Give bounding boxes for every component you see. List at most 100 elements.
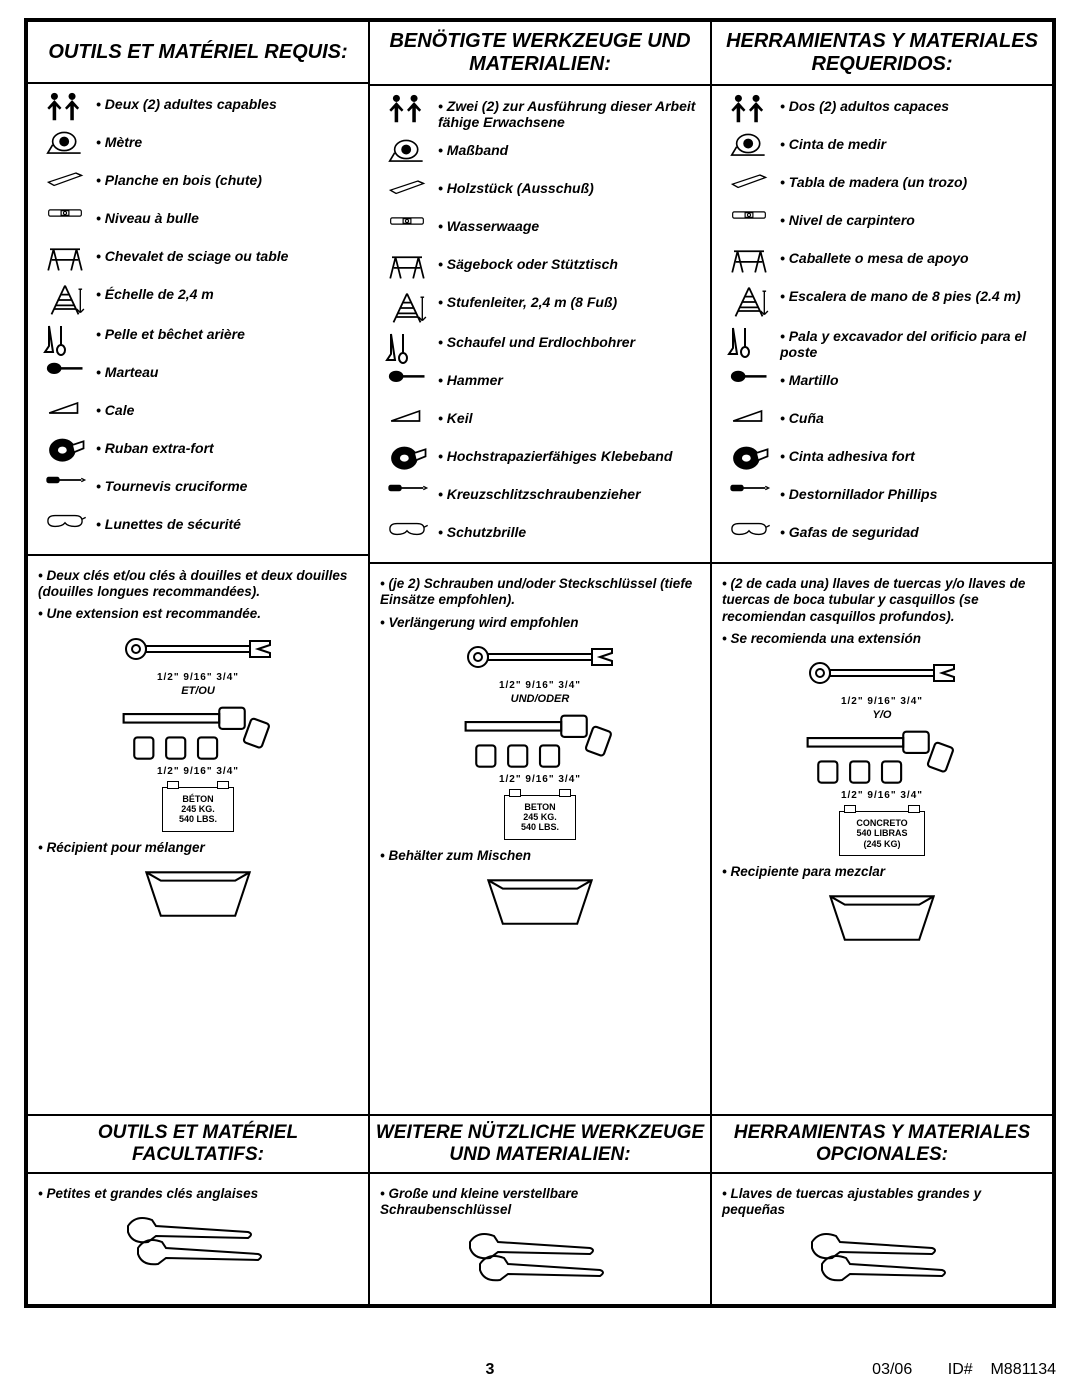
- tool-row: Sägebock oder Stütztisch: [378, 252, 702, 286]
- tool-row: Destornillador Phillips: [720, 482, 1044, 516]
- extra-note: Deux clés et/ou clés à douilles et deux …: [38, 568, 358, 600]
- tool-row: Escalera de mano de 8 pies (2.4 m): [720, 284, 1044, 320]
- optional-label: Petites et grandes clés anglaises: [38, 1186, 358, 1202]
- tool-icon: [36, 512, 94, 530]
- ico-level: [40, 206, 90, 220]
- ico-board: [382, 176, 432, 196]
- tool-label: Gafas de seguridad: [778, 520, 1044, 544]
- extra-note: Une extension est recommandée.: [38, 606, 358, 622]
- ico-ducttape: [724, 444, 774, 474]
- tool-icon: [720, 368, 778, 388]
- ico-screwdriver: [382, 482, 432, 494]
- column-0: OUTILS ET MATÉRIEL REQUIS:Deux (2) adult…: [28, 22, 368, 1304]
- tool-label: Cuña: [778, 406, 1044, 430]
- tool-label: Ruban extra-fort: [94, 436, 360, 460]
- ico-wrench: [113, 629, 283, 669]
- column-1: BENÖTIGTE WERKZEUGE UND MATERIALIEN:Zwei…: [368, 22, 710, 1304]
- footer-id-label: ID#: [948, 1361, 973, 1378]
- tool-row: Échelle de 2,4 m: [36, 282, 360, 318]
- ico-adjwrench: [797, 1224, 967, 1284]
- ico-hammer: [724, 368, 774, 388]
- tool-icon: [36, 282, 94, 318]
- tool-icon: [378, 290, 436, 326]
- ico-tape: [40, 130, 90, 158]
- tool-icon: [720, 482, 778, 494]
- ico-wedge: [382, 406, 432, 426]
- tool-row: Pelle et bêchet arière: [36, 322, 360, 356]
- ico-people: [40, 92, 90, 122]
- tool-row: Holzstück (Ausschuß): [378, 176, 702, 210]
- tool-icon: [36, 244, 94, 274]
- ico-sawhorse: [382, 252, 432, 282]
- tool-row: Keil: [378, 406, 702, 440]
- footer-date: 03/06: [872, 1361, 912, 1378]
- ico-tub: [133, 862, 263, 924]
- ico-goggles: [724, 520, 774, 538]
- ico-tape: [382, 138, 432, 166]
- tool-icon: [378, 252, 436, 282]
- mix-label: Récipient pour mélanger: [38, 840, 358, 856]
- page: OUTILS ET MATÉRIEL REQUIS:Deux (2) adult…: [0, 0, 1080, 1397]
- tool-icon: [36, 360, 94, 380]
- tool-label: Caballete o mesa de apoyo: [778, 246, 1044, 270]
- tool-label: Zwei (2) zur Ausführung dieser Arbeit fä…: [436, 94, 702, 134]
- concrete-bag: CONCRETO540 LIBRAS(245 KG): [839, 811, 924, 856]
- tool-label: Hochstrapazierfähiges Klebeband: [436, 444, 702, 468]
- wrench-sizes: 1/2" 9/16" 3/4": [720, 696, 1044, 707]
- tool-icon: [378, 520, 436, 538]
- optional-label: Große und kleine verstellbare Schraubens…: [380, 1186, 700, 1218]
- ico-people: [382, 94, 432, 124]
- tool-icon: [720, 94, 778, 124]
- conjunction: Y/O: [720, 709, 1044, 721]
- ico-adjwrench: [455, 1224, 625, 1284]
- ico-wrench: [797, 653, 967, 693]
- tool-icon: [378, 406, 436, 426]
- tool-icon: [36, 322, 94, 356]
- tool-label: Tournevis cruciforme: [94, 474, 360, 498]
- optional-label: Llaves de tuercas ajustables grandes y p…: [722, 1186, 1042, 1218]
- required-tools-section: Deux (2) adultes capablesMètrePlanche en…: [28, 84, 368, 556]
- tool-icon: [720, 208, 778, 222]
- tool-row: Nivel de carpintero: [720, 208, 1044, 242]
- tool-row: Zwei (2) zur Ausführung dieser Arbeit fä…: [378, 94, 702, 134]
- tool-label: Niveau à bulle: [94, 206, 360, 230]
- tool-label: Stufenleiter, 2,4 m (8 Fuß): [436, 290, 702, 314]
- ico-people: [724, 94, 774, 124]
- tool-label: Lunettes de sécurité: [94, 512, 360, 536]
- tool-label: Kreuzschlitzschraubenzieher: [436, 482, 702, 506]
- tool-row: Gafas de seguridad: [720, 520, 1044, 554]
- tool-icon: [720, 324, 778, 358]
- ico-adjwrench: [113, 1208, 283, 1268]
- tool-icon: [720, 246, 778, 276]
- ico-tape: [724, 132, 774, 160]
- shovel-icon: [725, 324, 773, 358]
- tool-icon: [720, 520, 778, 538]
- ico-screwdriver: [724, 482, 774, 494]
- optional-header: HERRAMIENTAS Y MATERIALES OPCIONALES:: [712, 1114, 1052, 1174]
- tool-row: Tabla de madera (un trozo): [720, 170, 1044, 204]
- ico-screwdriver: [40, 474, 90, 486]
- tool-label: Sägebock oder Stütztisch: [436, 252, 702, 276]
- tool-icon: [378, 444, 436, 474]
- concrete-bag: BETON245 KG.540 LBS.: [504, 795, 576, 840]
- conjunction: ET/OU: [36, 685, 360, 697]
- optional-section: Große und kleine verstellbare Schraubens…: [370, 1174, 710, 1304]
- wrench-figure: 1/2" 9/16" 3/4"Y/O1/2" 9/16" 3/4"CONCRET…: [720, 653, 1044, 856]
- ico-hammer: [382, 368, 432, 388]
- wrench-sizes: 1/2" 9/16" 3/4": [378, 680, 702, 691]
- tool-row: Schutzbrille: [378, 520, 702, 554]
- extra-note: Verlängerung wird empfohlen: [380, 615, 700, 631]
- ico-socket: [455, 707, 625, 771]
- tool-row: Ruban extra-fort: [36, 436, 360, 470]
- ico-board: [724, 170, 774, 190]
- tool-label: Mètre: [94, 130, 360, 154]
- tool-icon: [36, 206, 94, 220]
- tool-icon: [36, 398, 94, 418]
- wrench-section: (2 de cada una) llaves de tuercas y/o ll…: [712, 564, 1052, 1114]
- tool-row: Hammer: [378, 368, 702, 402]
- tool-row: Planche en bois (chute): [36, 168, 360, 202]
- ico-sawhorse: [724, 246, 774, 276]
- tool-icon: [36, 168, 94, 188]
- optional-header: OUTILS ET MATÉRIEL FACULTATIFS:: [28, 1114, 368, 1174]
- tool-row: Maßband: [378, 138, 702, 172]
